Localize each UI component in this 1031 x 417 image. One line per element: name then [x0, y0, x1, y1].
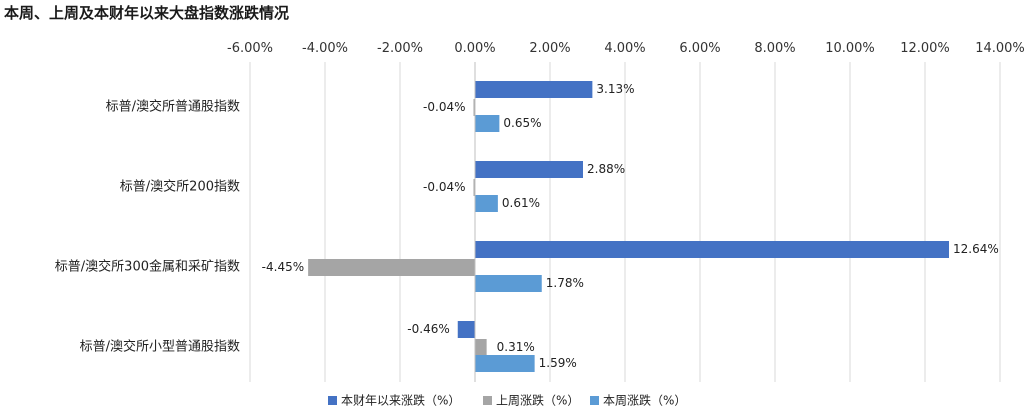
- legend-swatch: [483, 396, 492, 405]
- data-label: 0.65%: [503, 116, 541, 130]
- x-tick-label: -6.00%: [227, 41, 273, 56]
- bar: [475, 81, 593, 98]
- x-tick-label: 10.00%: [825, 41, 875, 56]
- legend-swatch: [590, 396, 599, 405]
- legend-swatch: [328, 396, 337, 405]
- bar: [475, 241, 949, 258]
- legend-label: 上周涨跌（%）: [496, 393, 579, 408]
- bar: [473, 99, 475, 116]
- legend-label: 本财年以来涨跌（%）: [341, 393, 460, 408]
- data-label: 2.88%: [587, 162, 625, 176]
- x-tick-label: -2.00%: [377, 41, 423, 56]
- bar: [475, 161, 583, 178]
- x-tick-label: 12.00%: [900, 41, 950, 56]
- bar: [475, 339, 487, 356]
- x-tick-label: 6.00%: [679, 41, 720, 56]
- data-label: 12.64%: [953, 242, 999, 256]
- bar: [473, 179, 475, 196]
- bar: [475, 275, 542, 292]
- data-label: 1.78%: [546, 276, 584, 290]
- x-tick-label: 4.00%: [604, 41, 645, 56]
- data-label: 3.13%: [596, 82, 634, 96]
- x-tick-label: 2.00%: [529, 41, 570, 56]
- category-label: 标普/澳交所200指数: [120, 179, 240, 195]
- bar: [457, 321, 475, 338]
- data-label: 0.61%: [502, 196, 540, 210]
- x-tick-label: 0.00%: [454, 41, 495, 56]
- data-label: 0.31%: [497, 340, 535, 354]
- legend-label: 本周涨跌（%）: [603, 393, 686, 408]
- bar: [475, 355, 535, 372]
- category-label: 标普/澳交所小型普通股指数: [80, 339, 240, 355]
- data-label: -0.04%: [423, 180, 465, 194]
- x-tick-label: -4.00%: [302, 41, 348, 56]
- bar: [308, 259, 475, 276]
- bar: [475, 195, 498, 212]
- data-label: -0.46%: [407, 322, 449, 336]
- data-label: -4.45%: [262, 260, 304, 274]
- x-tick-label: 8.00%: [754, 41, 795, 56]
- data-label: -0.04%: [423, 100, 465, 114]
- category-label: 标普/澳交所300金属和采矿指数: [55, 259, 240, 275]
- category-label: 标普/澳交所普通股指数: [106, 99, 240, 115]
- x-tick-label: 14.00%: [975, 41, 1025, 56]
- chart-title: 本周、上周及本财年以来大盘指数涨跌情况: [4, 4, 290, 22]
- data-label: 1.59%: [539, 356, 577, 370]
- bar: [475, 115, 500, 132]
